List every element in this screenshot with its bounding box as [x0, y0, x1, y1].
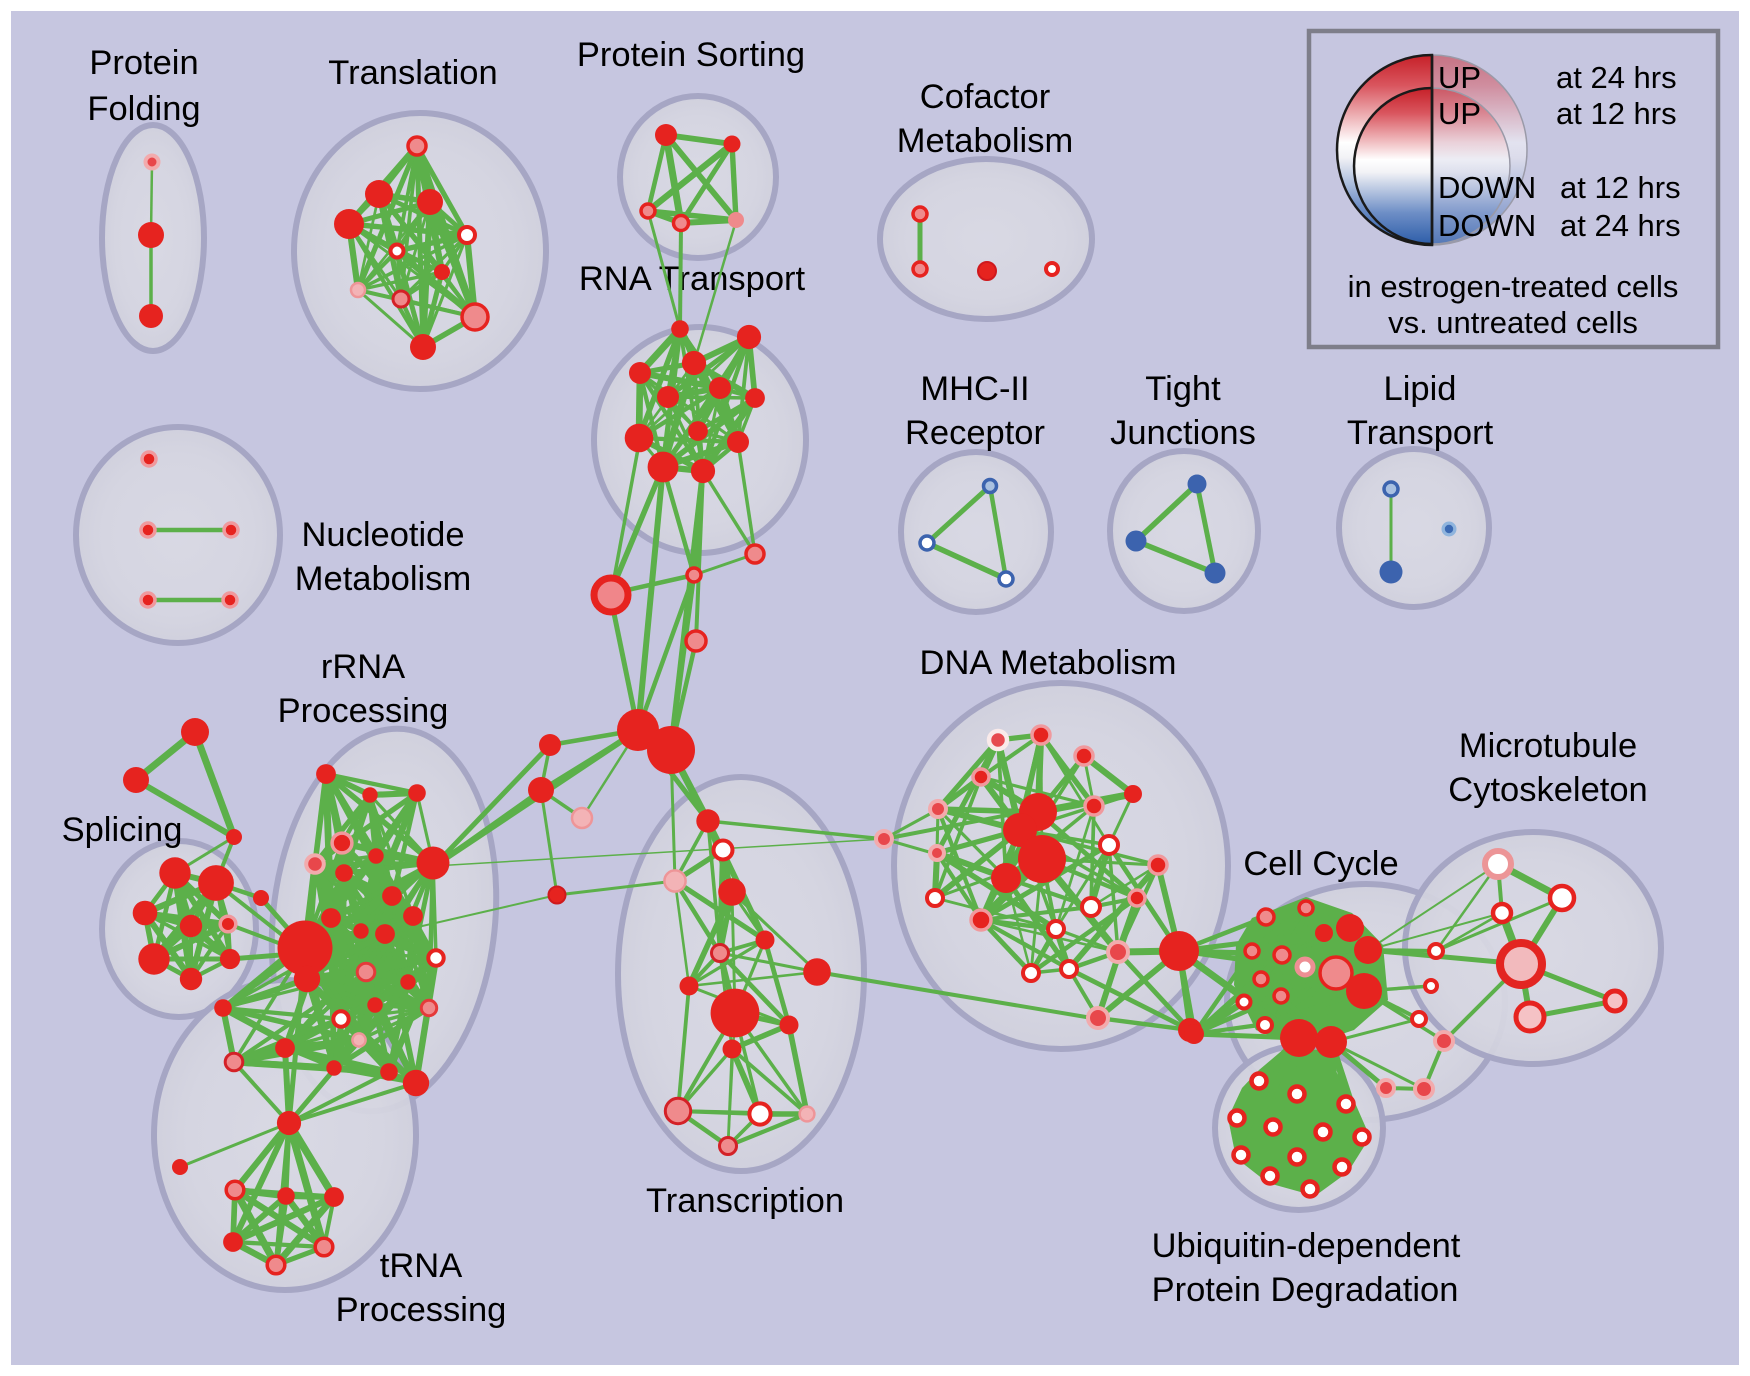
svg-text:UP: UP — [1438, 60, 1481, 95]
svg-text:Protein Sorting: Protein Sorting — [577, 36, 805, 74]
svg-text:DOWN: DOWN — [1438, 170, 1536, 205]
svg-text:UP: UP — [1438, 96, 1481, 131]
svg-text:Transcription: Transcription — [646, 1182, 844, 1220]
svg-text:DOWN: DOWN — [1438, 208, 1536, 243]
svg-text:Nucleotide: Nucleotide — [301, 516, 464, 554]
svg-text:in estrogen-treated cells: in estrogen-treated cells — [1348, 269, 1679, 304]
svg-text:tRNA: tRNA — [380, 1247, 462, 1285]
svg-text:vs. untreated cells: vs. untreated cells — [1388, 305, 1638, 340]
svg-text:Tight: Tight — [1145, 370, 1221, 408]
svg-text:Folding: Folding — [87, 90, 200, 128]
svg-text:at 12 hrs: at 12 hrs — [1560, 170, 1681, 205]
svg-text:Splicing: Splicing — [62, 811, 183, 849]
svg-text:Processing: Processing — [278, 692, 449, 730]
svg-text:rRNA: rRNA — [321, 648, 405, 686]
svg-text:Cytoskeleton: Cytoskeleton — [1448, 771, 1647, 809]
svg-text:Transport: Transport — [1347, 414, 1494, 452]
svg-text:Protein Degradation: Protein Degradation — [1152, 1271, 1459, 1309]
svg-text:Cofactor: Cofactor — [920, 78, 1050, 116]
svg-text:Cell Cycle: Cell Cycle — [1243, 845, 1398, 883]
svg-text:Microtubule: Microtubule — [1459, 727, 1637, 765]
svg-text:Translation: Translation — [328, 54, 497, 92]
svg-text:Protein: Protein — [89, 44, 198, 82]
svg-text:at 12 hrs: at 12 hrs — [1556, 96, 1677, 131]
svg-text:Receptor: Receptor — [905, 414, 1045, 452]
svg-text:Junctions: Junctions — [1110, 414, 1256, 452]
svg-text:DNA Metabolism: DNA Metabolism — [920, 644, 1177, 682]
svg-text:Lipid: Lipid — [1384, 370, 1457, 408]
svg-text:Processing: Processing — [336, 1291, 507, 1329]
svg-text:Ubiquitin-dependent: Ubiquitin-dependent — [1152, 1227, 1461, 1265]
svg-text:Metabolism: Metabolism — [295, 560, 471, 598]
svg-text:at 24 hrs: at 24 hrs — [1556, 60, 1677, 95]
svg-text:at 24 hrs: at 24 hrs — [1560, 208, 1681, 243]
svg-text:RNA Transport: RNA Transport — [579, 260, 806, 298]
svg-text:MHC-II: MHC-II — [920, 370, 1029, 408]
svg-text:Metabolism: Metabolism — [897, 122, 1073, 160]
